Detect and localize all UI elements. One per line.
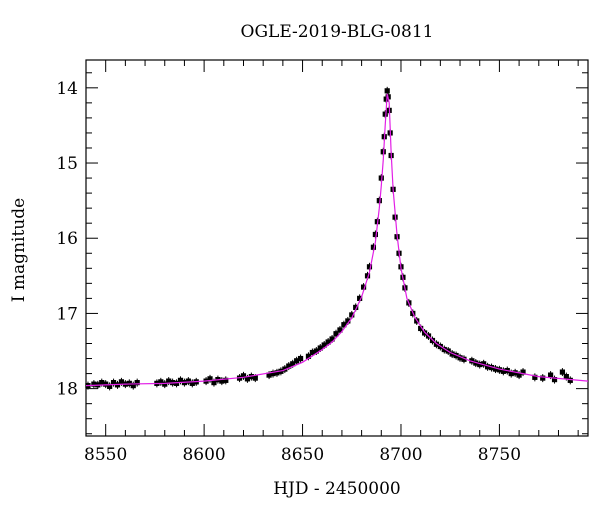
chart-title: OGLE-2019-BLG-0811 <box>240 22 434 42</box>
x-tick-label: 8650 <box>281 445 324 465</box>
x-tick-label: 8600 <box>182 445 225 465</box>
y-tick-label: 16 <box>56 229 78 249</box>
axis-ticks <box>85 60 588 436</box>
x-axis-label: HJD - 2450000 <box>273 479 401 499</box>
y-tick-label: 14 <box>56 79 78 99</box>
x-tick-label: 8550 <box>84 445 127 465</box>
y-tick-label: 18 <box>56 380 78 400</box>
model-curve <box>85 93 589 387</box>
x-tick-label: 8700 <box>379 445 422 465</box>
y-tick-label: 17 <box>56 304 78 324</box>
x-tick-label: 8750 <box>478 445 521 465</box>
tick-labels: 8550 8600 8650 8700 8750 14 15 16 17 18 <box>56 79 521 465</box>
y-tick-label: 15 <box>56 154 78 174</box>
plot-frame <box>85 59 589 437</box>
